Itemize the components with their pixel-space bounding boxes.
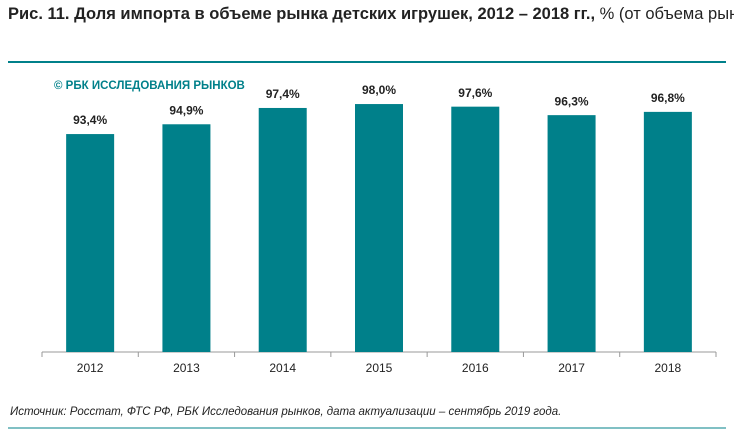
bar	[451, 106, 500, 352]
x-tick-label: 2015	[366, 361, 393, 375]
bar	[66, 134, 115, 352]
bar	[643, 111, 692, 352]
x-tick-label: 2018	[655, 361, 682, 375]
bar	[162, 124, 211, 352]
value-label: 96,8%	[651, 91, 685, 105]
value-label: 96,3%	[555, 94, 589, 108]
x-tick-label: 2014	[269, 361, 296, 375]
x-tick-label: 2012	[77, 361, 104, 375]
watermark: © РБК ИССЛЕДОВАНИЯ РЫНКОВ	[54, 80, 245, 92]
value-label: 97,6%	[458, 86, 492, 100]
value-label: 98,0%	[362, 83, 396, 97]
bar	[547, 115, 596, 352]
bar	[355, 104, 403, 352]
value-label: 93,4%	[73, 113, 107, 127]
x-tick-label: 2013	[173, 361, 200, 375]
source-note: Источник: Росстат, ФТС РФ, РБК Исследова…	[10, 406, 561, 418]
bar	[258, 107, 307, 352]
title-bold: Рис. 11. Доля импорта в объеме рынка дет…	[8, 5, 595, 23]
value-label: 94,9%	[169, 103, 203, 117]
x-tick-label: 2016	[462, 361, 489, 375]
value-label: 97,4%	[266, 87, 300, 101]
chart-title: Рис. 11. Доля импорта в объеме рынка дет…	[8, 5, 734, 23]
x-tick-label: 2017	[558, 361, 585, 375]
title-rest: % (от объема рынка в стоимостном выражен…	[600, 5, 734, 23]
